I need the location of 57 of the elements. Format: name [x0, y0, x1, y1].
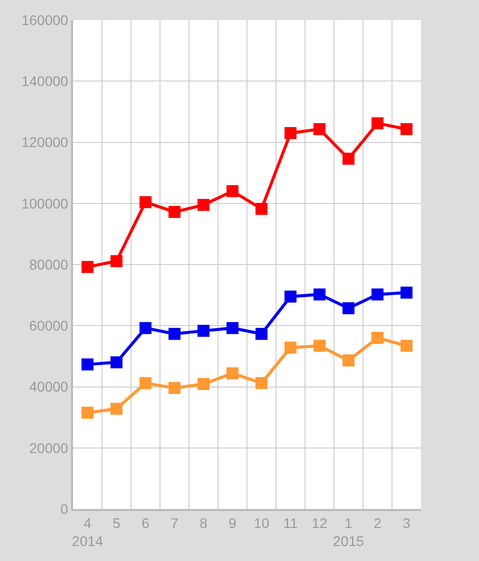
point — [82, 358, 94, 370]
point — [256, 377, 268, 390]
x-tick-label: 9 — [228, 514, 237, 531]
point — [284, 342, 296, 354]
point — [198, 198, 210, 211]
point — [198, 324, 210, 337]
x-tick-label: 4 2014 — [72, 514, 104, 549]
point — [256, 328, 268, 340]
point — [372, 288, 384, 300]
x-tick-label: 8 — [200, 514, 208, 531]
point — [140, 377, 152, 390]
x-tick-label: 7 — [170, 514, 179, 531]
y-tick-label: 0 — [60, 500, 68, 517]
y-tick-label: 140000 — [21, 73, 68, 90]
point — [226, 185, 238, 198]
point — [140, 196, 152, 208]
y-tick-label: 100000 — [21, 195, 68, 212]
point — [140, 322, 152, 334]
point — [372, 117, 384, 130]
point — [284, 290, 296, 303]
point — [284, 127, 296, 140]
point — [314, 123, 326, 136]
x-tick-label: 3 — [402, 514, 411, 531]
point — [314, 340, 326, 352]
x-tick-label: 12 — [312, 514, 328, 531]
point — [82, 406, 94, 419]
y-tick-label: 160000 — [21, 12, 68, 28]
y-tick-label: 40000 — [29, 378, 68, 395]
x-tick-label: 11 — [283, 514, 298, 531]
y-tick-label: 60000 — [29, 318, 68, 334]
point — [226, 367, 238, 380]
x-tick-label: 2 — [374, 514, 382, 531]
point — [256, 202, 268, 215]
point — [400, 286, 412, 299]
x-tick-label: 5 — [112, 514, 121, 531]
point — [198, 378, 210, 390]
point — [342, 354, 354, 366]
x-tick-label: 1 2015 — [332, 514, 364, 549]
point — [400, 340, 412, 352]
point — [314, 288, 326, 300]
point — [110, 402, 122, 415]
point — [342, 302, 354, 314]
x-tick-label: 6 — [142, 514, 150, 531]
point — [342, 152, 354, 165]
point — [226, 322, 238, 334]
x-tick-label: 10 — [254, 514, 270, 531]
point — [400, 123, 412, 136]
y-tick-label: 80000 — [29, 256, 68, 272]
point — [168, 328, 180, 340]
point — [110, 255, 122, 268]
point — [110, 356, 122, 368]
y-tick-label: 120000 — [21, 134, 68, 150]
point — [372, 332, 384, 344]
point — [168, 206, 180, 218]
y-tick-label: 20000 — [29, 440, 68, 456]
point — [82, 260, 94, 273]
point — [168, 382, 180, 394]
